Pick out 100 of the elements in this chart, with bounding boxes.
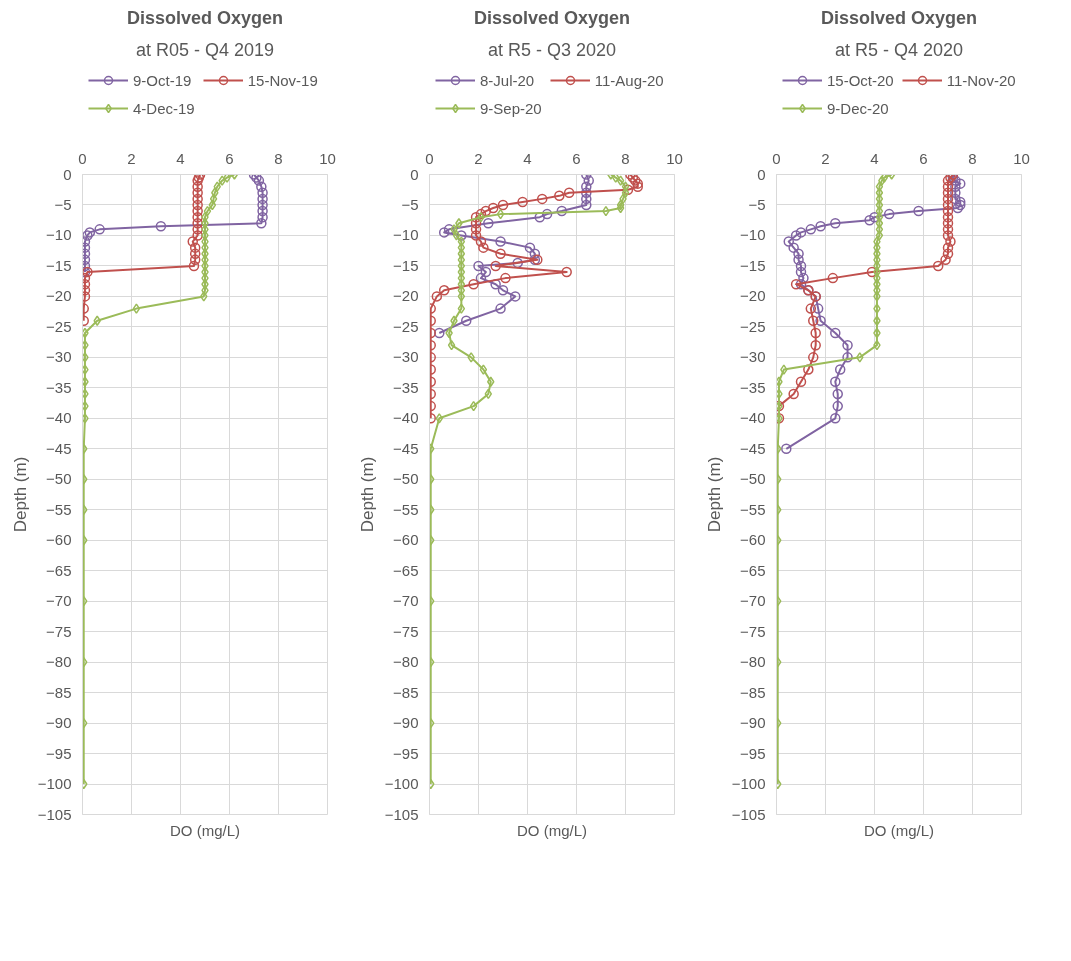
y-tick-label: −5 xyxy=(401,195,419,213)
y-tick-label: −35 xyxy=(46,378,72,396)
y-tick-label: −90 xyxy=(740,714,766,732)
y-tick-label: −85 xyxy=(46,683,72,701)
y-axis-title: Depth (m) xyxy=(704,456,724,533)
y-axis-title: Depth (m) xyxy=(10,456,30,533)
y-tick-label: −90 xyxy=(393,714,419,732)
x-tick-label: 2 xyxy=(474,149,483,167)
y-tick-label: −30 xyxy=(740,348,766,366)
y-axis-title: Depth (m) xyxy=(357,456,377,533)
chart-subtitle: at R5 - Q4 2020 xyxy=(834,39,964,60)
x-tick-label: 0 xyxy=(78,149,87,167)
x-tick-label: 2 xyxy=(821,149,830,167)
y-tick-label: −105 xyxy=(37,805,72,823)
legend-label: 11-Nov-20 xyxy=(946,71,1016,89)
y-tick-label: −60 xyxy=(393,531,419,549)
y-tick-label: −20 xyxy=(393,287,419,305)
y-tick-label: −10 xyxy=(393,226,419,244)
y-tick-label: −80 xyxy=(46,653,72,671)
x-tick-label: 10 xyxy=(666,149,683,167)
y-tick-label: −95 xyxy=(393,744,419,762)
y-tick-label: −35 xyxy=(740,378,766,396)
y-tick-label: −75 xyxy=(46,622,72,640)
y-tick-label: −80 xyxy=(393,653,419,671)
y-tick-label: −65 xyxy=(393,561,419,579)
chart-subtitle: at R05 - Q4 2019 xyxy=(135,39,275,60)
x-tick-label: 6 xyxy=(919,149,928,167)
y-tick-label: −100 xyxy=(731,775,766,793)
y-tick-label: −105 xyxy=(731,805,766,823)
y-tick-label: −55 xyxy=(740,500,766,518)
chart-subtitle: at R5 - Q3 2020 xyxy=(487,39,617,60)
legend-label: 9-Dec-20 xyxy=(827,99,889,117)
chart-title: Dissolved Oxygen xyxy=(473,7,631,28)
y-tick-label: −55 xyxy=(393,500,419,518)
y-tick-label: −30 xyxy=(393,348,419,366)
y-tick-label: −40 xyxy=(393,409,419,427)
y-tick-label: −40 xyxy=(740,409,766,427)
x-tick-label: 10 xyxy=(319,149,336,167)
y-tick-label: −90 xyxy=(46,714,72,732)
legend-label: 11-Aug-20 xyxy=(594,71,664,89)
y-tick-label: 0 xyxy=(757,165,766,183)
y-tick-label: −5 xyxy=(54,195,72,213)
y-tick-label: −95 xyxy=(740,744,766,762)
legend-label: 9-Oct-19 xyxy=(133,71,192,89)
y-tick-label: −75 xyxy=(740,622,766,640)
y-tick-label: −70 xyxy=(46,592,72,610)
x-tick-label: 0 xyxy=(772,149,781,167)
y-tick-label: −20 xyxy=(740,287,766,305)
y-tick-label: −45 xyxy=(393,439,419,457)
y-tick-label: −40 xyxy=(46,409,72,427)
y-tick-label: −20 xyxy=(46,287,72,305)
y-tick-label: −70 xyxy=(393,592,419,610)
legend-label: 15-Oct-20 xyxy=(827,71,894,89)
legend-label: 9-Sep-20 xyxy=(480,99,542,117)
x-tick-label: 4 xyxy=(523,149,532,167)
y-tick-label: −15 xyxy=(46,256,72,274)
x-tick-label: 4 xyxy=(870,149,879,167)
x-axis-title: DO (mg/L) xyxy=(517,821,588,839)
y-tick-label: 0 xyxy=(63,165,72,183)
y-tick-label: −80 xyxy=(740,653,766,671)
y-tick-label: −15 xyxy=(393,256,419,274)
y-tick-label: −35 xyxy=(393,378,419,396)
y-tick-label: −45 xyxy=(740,439,766,457)
y-tick-label: −85 xyxy=(740,683,766,701)
y-tick-label: −75 xyxy=(393,622,419,640)
y-tick-label: −105 xyxy=(384,805,419,823)
y-tick-label: −65 xyxy=(46,561,72,579)
x-tick-label: 8 xyxy=(968,149,977,167)
legend-label: 8-Jul-20 xyxy=(480,71,535,89)
legend-label: 15-Nov-19 xyxy=(247,71,318,89)
y-tick-label: −10 xyxy=(46,226,72,244)
y-tick-label: −5 xyxy=(748,195,766,213)
y-tick-label: −30 xyxy=(46,348,72,366)
y-tick-label: −70 xyxy=(740,592,766,610)
x-tick-label: 6 xyxy=(225,149,234,167)
chart-title: Dissolved Oxygen xyxy=(126,7,284,28)
y-tick-label: −25 xyxy=(393,317,419,335)
y-tick-label: −100 xyxy=(384,775,419,793)
y-tick-label: −60 xyxy=(46,531,72,549)
y-tick-label: −25 xyxy=(740,317,766,335)
x-tick-label: 2 xyxy=(127,149,136,167)
y-tick-label: −15 xyxy=(740,256,766,274)
y-tick-label: −50 xyxy=(740,470,766,488)
y-tick-label: −45 xyxy=(46,439,72,457)
y-tick-label: −85 xyxy=(393,683,419,701)
x-tick-label: 8 xyxy=(621,149,630,167)
x-tick-label: 4 xyxy=(176,149,185,167)
y-tick-label: −50 xyxy=(393,470,419,488)
y-tick-label: −10 xyxy=(740,226,766,244)
x-tick-label: 6 xyxy=(572,149,581,167)
y-tick-label: 0 xyxy=(410,165,419,183)
x-tick-label: 10 xyxy=(1013,149,1030,167)
x-tick-label: 8 xyxy=(274,149,283,167)
legend-label: 4-Dec-19 xyxy=(133,99,195,117)
y-tick-label: −25 xyxy=(46,317,72,335)
y-tick-label: −50 xyxy=(46,470,72,488)
x-axis-title: DO (mg/L) xyxy=(170,821,241,839)
x-axis-title: DO (mg/L) xyxy=(864,821,935,839)
y-tick-label: −95 xyxy=(46,744,72,762)
x-tick-label: 0 xyxy=(425,149,434,167)
